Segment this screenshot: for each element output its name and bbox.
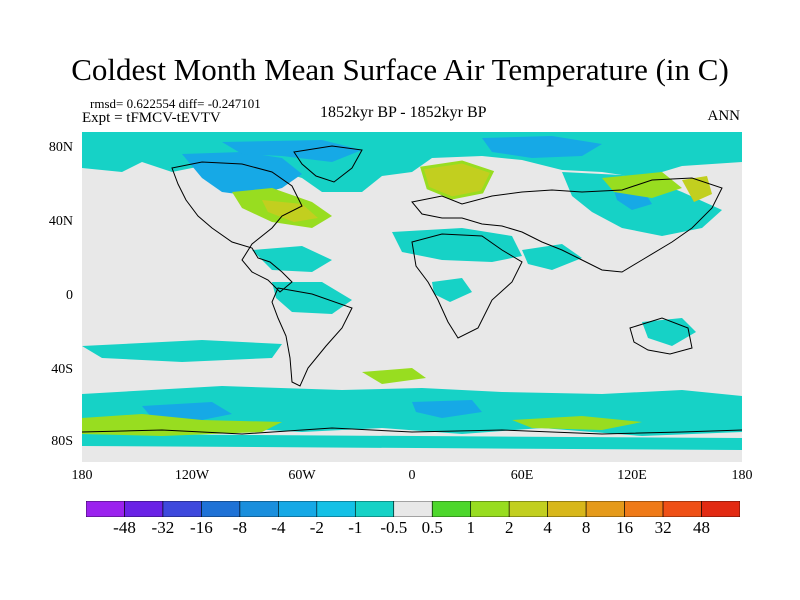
lat-label-40s: 40S <box>51 362 73 377</box>
colorbar-label: -8 <box>232 518 247 537</box>
lon-label-120e: 120E <box>617 468 647 483</box>
stats-label: rmsd= 0.622554 diff= -0.247101 <box>90 96 261 111</box>
colorbar-label: -16 <box>190 518 213 537</box>
colorbar-label: 4 <box>543 518 552 537</box>
colorbar-swatch <box>431 501 472 517</box>
lon-label-180w: 180 <box>71 468 93 483</box>
lon-label-0: 0 <box>408 468 416 483</box>
colorbar-swatch <box>124 501 164 517</box>
colorbar-swatch <box>701 501 740 517</box>
experiment-label: Expt = tFMCV-tEVTV <box>82 110 221 126</box>
period-label: 1852kyr BP - 1852kyr BP <box>320 104 487 121</box>
colorbar-label: -48 <box>113 518 136 537</box>
coastlines <box>82 145 742 435</box>
lat-label-80s: 80S <box>51 434 73 449</box>
colorbar-swatch <box>547 501 587 517</box>
colorbar-swatch <box>585 501 625 517</box>
lon-label-60w: 60W <box>288 468 316 483</box>
colorbar-label: -4 <box>271 518 286 537</box>
colorbar-swatch <box>662 501 702 517</box>
colorbar-swatch <box>508 501 548 517</box>
colorbar-label: 8 <box>581 518 591 537</box>
plot-title: Coldest Month Mean Surface Air Temperatu… <box>71 52 729 87</box>
colorbar <box>86 501 740 517</box>
colorbar-swatch <box>316 501 356 517</box>
lon-label-180e: 180 <box>731 468 753 483</box>
world-map <box>82 132 742 462</box>
colorbar-label: 1 <box>466 518 475 537</box>
colorbar-swatch <box>239 501 279 517</box>
colorbar-label: 16 <box>616 518 634 537</box>
colorbar-swatch <box>278 501 318 517</box>
cooling-anomaly-layer <box>82 132 742 450</box>
colorbar-swatch <box>470 501 510 517</box>
lon-label-60e: 60E <box>510 468 534 483</box>
lat-label-0: 0 <box>66 288 73 303</box>
lat-label-40n: 40N <box>48 214 73 229</box>
colorbar-swatch <box>201 501 241 517</box>
lat-label-80n: 80N <box>48 140 73 155</box>
lon-label-120w: 120W <box>174 468 210 483</box>
colorbar-swatch <box>162 501 202 517</box>
colorbar-label: 32 <box>654 518 672 537</box>
season-label: ANN <box>707 108 741 124</box>
colorbar-label: -1 <box>348 518 363 537</box>
colorbar-label: 2 <box>504 518 514 537</box>
colorbar-swatch <box>624 501 664 517</box>
colorbar-swatch <box>354 501 395 517</box>
colorbar-label: 0.5 <box>421 518 443 537</box>
colorbar-label: -32 <box>151 518 175 537</box>
colorbar-label: -0.5 <box>380 518 408 537</box>
colorbar-swatch <box>393 501 433 517</box>
colorbar-label: -2 <box>309 518 324 537</box>
colorbar-swatch <box>86 501 125 517</box>
colorbar-label: 48 <box>693 518 710 537</box>
